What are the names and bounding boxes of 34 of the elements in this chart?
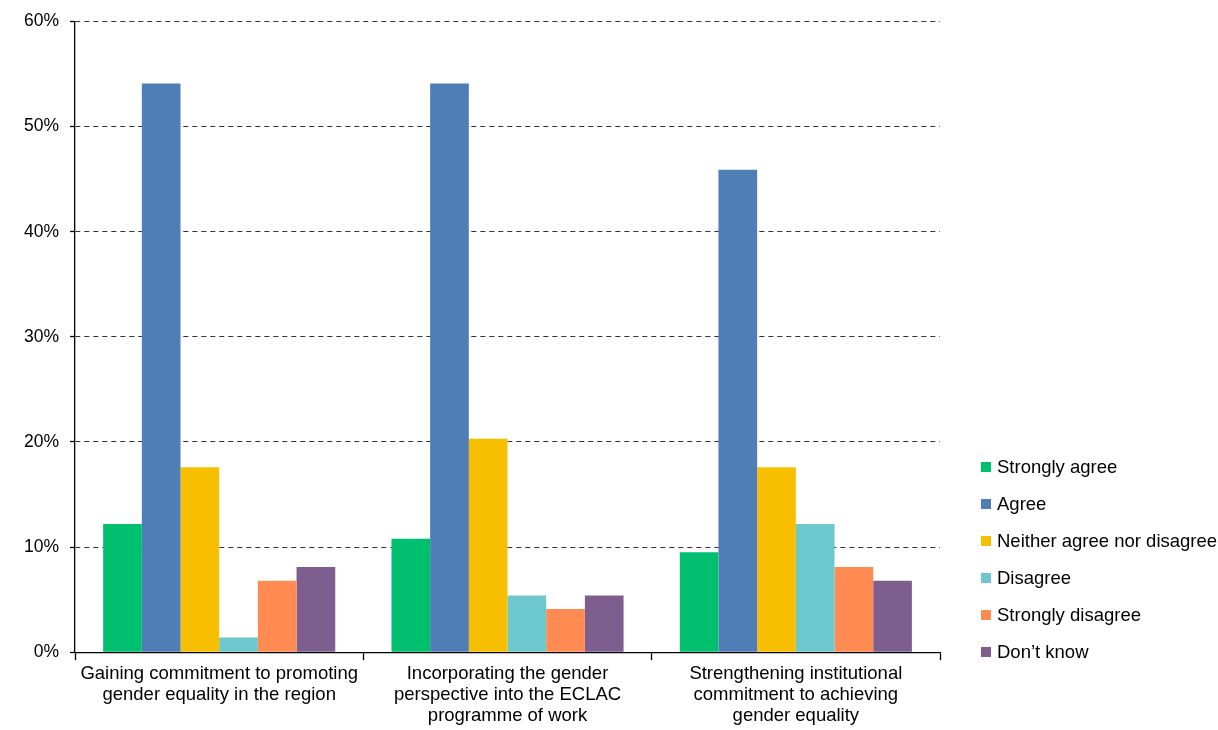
x-tick-label: Incorporating the gender perspective into the ECLAC programme of work [393,661,622,726]
bar [873,580,912,652]
y-tick-label: 0% [33,641,60,661]
bar [546,609,585,652]
bar [257,580,297,652]
y-tick-label: 20% [23,430,60,451]
legend-label: Agree [997,492,1047,515]
legend-label: Strongly disagree [997,603,1141,626]
bar [718,169,758,652]
bar [141,83,181,652]
legend-label: Disagree [997,566,1072,589]
bar [584,595,624,652]
legend-label: Strongly agree [997,455,1118,478]
bar [795,523,835,652]
legend-label: Neither agree nor disagree [997,529,1218,552]
bar [103,523,142,652]
legend-label: Don’t know [997,640,1089,663]
bar [757,467,796,652]
bar [391,538,431,652]
bar [180,467,220,652]
x-tick-label: Strengthening institutional commitment to achieving gender equality [689,661,903,726]
y-tick-label: 40% [23,220,60,241]
y-tick-label: 60% [23,10,60,31]
y-tick-label: 30% [23,325,60,346]
bar [430,83,469,652]
y-tick-label: 10% [23,535,60,556]
x-tick-label: Gaining commitment to promoting gender equality in the region [80,661,358,705]
bar [468,438,508,652]
y-tick-label: 50% [23,115,60,136]
bar [219,637,258,652]
bar [834,567,874,652]
bar [296,567,336,652]
bar [507,595,547,652]
bar [679,552,719,652]
